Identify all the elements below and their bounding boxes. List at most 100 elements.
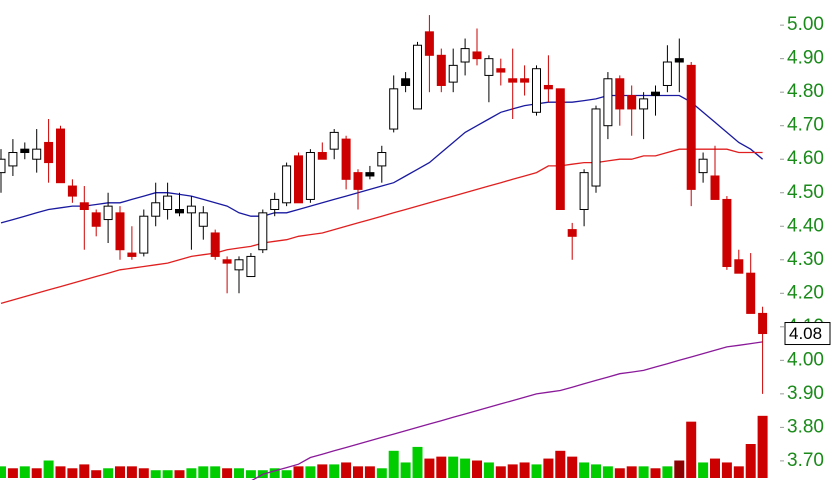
y-tick-label: 4.90 [787, 48, 824, 69]
volume-bar [674, 460, 685, 478]
candle-body [139, 215, 149, 254]
candle-body [341, 138, 351, 180]
volume-bar [43, 460, 54, 478]
candle-body [210, 232, 220, 257]
candle-body [508, 78, 518, 83]
volume-bar [103, 468, 114, 478]
volume-bar [150, 470, 161, 478]
candle-body [651, 91, 660, 97]
volume-bar [495, 466, 506, 478]
candle-body [758, 312, 768, 335]
candle-body [353, 172, 363, 190]
price-marker: 4.08 [784, 322, 831, 346]
volume-bar [198, 466, 209, 478]
y-tick-label: 3.70 [787, 450, 824, 471]
candle-body [305, 152, 315, 200]
candle-body [32, 148, 42, 160]
volume-bar [472, 460, 482, 478]
candle-body [79, 202, 89, 210]
volume-pane [0, 415, 768, 478]
volume-bar [412, 446, 423, 478]
volume-bar [555, 450, 566, 478]
candle-body [734, 259, 744, 274]
candle-body [627, 95, 637, 110]
candle-body [377, 152, 387, 167]
volume-bar [460, 458, 471, 478]
y-tick-label: 3.90 [787, 383, 824, 404]
volume-bar [210, 466, 221, 478]
volume-bar [19, 466, 30, 478]
volume-bar [162, 470, 173, 478]
volume-bar [531, 464, 542, 478]
candle-body [151, 202, 161, 217]
volume-bar [269, 468, 280, 478]
volume-bar [507, 464, 518, 478]
candle-body [448, 64, 458, 83]
y-axis: 3.703.803.904.004.104.204.304.404.504.60… [780, 14, 824, 471]
candle-body [401, 78, 411, 86]
candle-body [674, 58, 684, 63]
volume-bar [650, 468, 661, 478]
candle-body [722, 198, 732, 267]
candle-body [472, 51, 482, 60]
volume-bar [329, 464, 340, 478]
volume-bar [710, 458, 720, 478]
candle-body [579, 172, 589, 210]
volume-bar [91, 470, 102, 478]
candle-body [532, 68, 541, 113]
candle-body [222, 259, 232, 264]
volume-bar [31, 468, 42, 478]
y-tick-label: 4.60 [787, 148, 824, 169]
candle-body [591, 108, 601, 187]
candle-body [460, 48, 470, 63]
volume-bar [745, 444, 756, 478]
candle-body [484, 58, 494, 76]
volume-bar [483, 462, 494, 478]
volume-bar [757, 415, 768, 478]
candle-body [91, 212, 101, 227]
volume-bar [281, 470, 292, 478]
volume-bar [519, 462, 530, 478]
volume-bar [186, 468, 197, 478]
candle-body [567, 229, 577, 237]
y-tick-label: 4.00 [787, 349, 824, 370]
volume-bar [567, 456, 578, 478]
candle-body [186, 205, 196, 214]
candle-body [270, 198, 280, 210]
volume-bar [364, 466, 375, 478]
candle-body [56, 128, 65, 184]
candle-body [234, 259, 244, 271]
candle-body [127, 252, 137, 257]
volume-bar [579, 462, 590, 478]
candle-body [746, 272, 756, 314]
candle-body [103, 205, 113, 221]
volume-bar [55, 466, 66, 478]
volume-bar [138, 468, 149, 478]
candle-body [603, 78, 613, 127]
volume-bar [7, 468, 18, 478]
candle-body [496, 68, 506, 73]
volume-bar [67, 468, 78, 478]
volume-bar [626, 466, 637, 478]
volume-bar [721, 462, 732, 478]
candle-body [8, 152, 18, 167]
candle-body [282, 165, 292, 204]
volume-bar [174, 470, 185, 478]
y-tick-label: 4.70 [787, 115, 824, 136]
candle-body [163, 195, 173, 210]
candle-body [294, 155, 303, 204]
y-tick-label: 5.00 [787, 14, 824, 35]
volume-bar [305, 466, 316, 478]
volume-bar [115, 466, 125, 478]
candle-body [198, 212, 208, 227]
volume-bar [662, 466, 673, 478]
y-tick-label: 4.80 [787, 81, 824, 102]
candle-body [639, 98, 649, 110]
volume-bar [614, 468, 625, 478]
moving-average [251, 341, 763, 480]
candle-body [615, 78, 625, 110]
volume-bar [245, 470, 256, 478]
volume-bar [293, 466, 304, 478]
volume-bar [353, 466, 363, 478]
